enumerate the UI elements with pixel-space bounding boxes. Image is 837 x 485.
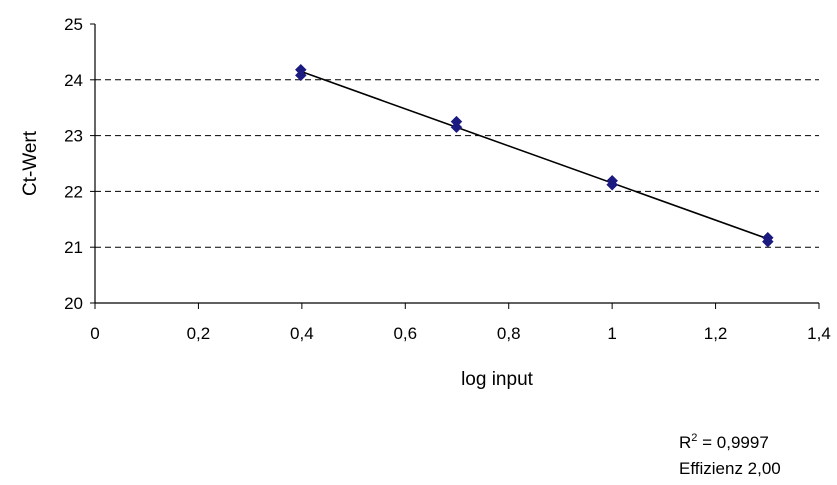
x-tick-label-2: 0,4 bbox=[290, 324, 314, 343]
y-axis-title: Ct-Wert bbox=[20, 130, 41, 196]
y-tick-label-3: 23 bbox=[64, 127, 83, 146]
data-point-1 bbox=[294, 69, 307, 82]
r-squared-superscript: 2 bbox=[691, 432, 698, 444]
x-tick-label-0: 0 bbox=[90, 324, 99, 343]
y-tick-label-1: 21 bbox=[64, 238, 83, 257]
r-squared-prefix: R bbox=[679, 433, 692, 452]
x-tick-label-6: 1,2 bbox=[704, 324, 728, 343]
gridlines bbox=[95, 79, 819, 248]
trendline bbox=[300, 70, 769, 240]
tick-labels: 20 21 22 23 24 25 0 0,2 0,4 0,6 0,8 1 1,2 1,4 bbox=[64, 15, 831, 343]
r-squared-annotation: R2 = 0,9997 bbox=[679, 430, 769, 456]
axes bbox=[90, 23, 820, 309]
x-tick-label-3: 0,6 bbox=[393, 324, 417, 343]
x-axis-title: log input bbox=[461, 369, 534, 390]
x-tick-label-5: 1 bbox=[607, 324, 616, 343]
x-tick-label-7: 1,4 bbox=[807, 324, 831, 343]
y-tick-label-4: 24 bbox=[64, 71, 83, 90]
y-tick-label-2: 22 bbox=[64, 182, 83, 201]
data-point-7 bbox=[761, 235, 774, 248]
x-tick-label-4: 0,8 bbox=[497, 324, 521, 343]
x-tick-label-1: 0,2 bbox=[187, 324, 211, 343]
y-tick-label-0: 20 bbox=[64, 294, 83, 313]
data-points bbox=[294, 63, 774, 248]
y-tick-label-5: 25 bbox=[64, 15, 83, 34]
efficiency-annotation: Effizienz 2,00 bbox=[679, 459, 781, 478]
data-point-3 bbox=[450, 121, 463, 134]
r-squared-value: = 0,9997 bbox=[697, 433, 769, 452]
data-point-5 bbox=[606, 178, 618, 191]
trendline-layer bbox=[300, 70, 769, 240]
